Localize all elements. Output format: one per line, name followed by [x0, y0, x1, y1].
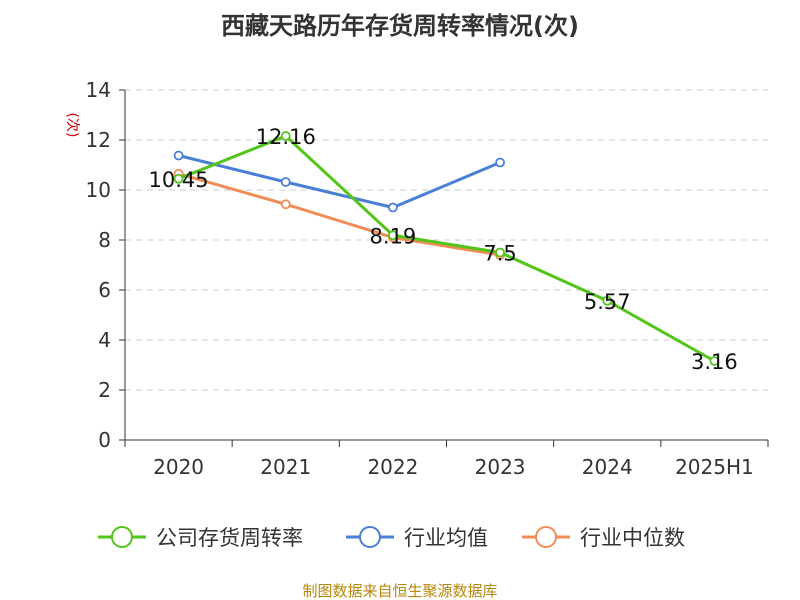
legend: 公司存货周转率 行业均值 行业中位数 [98, 526, 685, 550]
series-0 [173, 131, 720, 366]
data-point [280, 177, 291, 187]
data-point [709, 356, 720, 366]
data-point [280, 131, 291, 141]
data-point [173, 150, 184, 161]
x-tick-label: 2024 [582, 455, 633, 479]
legend-label: 行业均值 [404, 526, 488, 550]
data-label: 8.19 [370, 224, 417, 248]
series-1 [173, 150, 505, 213]
data-label: 7.5 [483, 242, 516, 266]
x-tick-label: 2022 [367, 455, 418, 479]
x-tick-label: 2020 [153, 455, 204, 479]
x-tick-label: 2021 [260, 455, 311, 479]
data-labels: 10.45 12.16 8.19 7.5 5.57 3.16 [149, 125, 738, 374]
y-tick-label: 12 [86, 128, 111, 152]
y-tick-label: 0 [98, 428, 111, 452]
y-tick-label: 14 [86, 78, 111, 102]
data-label: 3.16 [691, 350, 738, 374]
source-note: 制图数据来自恒生聚源数据库 [302, 582, 497, 600]
series-line [178, 172, 501, 257]
legend-label: 公司存货周转率 [156, 526, 303, 550]
y-tick-label: 2 [98, 378, 111, 402]
y-tick-label: 6 [98, 278, 111, 302]
series-line [178, 134, 716, 363]
data-label: 12.16 [256, 125, 316, 149]
axes: 0 2 4 6 8 10 12 14 2020 2021 2022 2023 2024 2025H1 [86, 78, 769, 479]
data-point [388, 202, 398, 213]
legend-item-2: 行业中位数 [522, 526, 685, 550]
legend-marker [359, 526, 381, 548]
legend-item-1: 行业均值 [346, 526, 488, 550]
data-label: 10.45 [149, 168, 209, 192]
data-point [495, 247, 505, 258]
legend-label: 行业中位数 [580, 526, 685, 550]
x-tick-label: 2025H1 [675, 455, 754, 479]
data-label: 5.57 [584, 290, 631, 314]
y-tick-label: 4 [98, 328, 111, 352]
legend-item-0: 公司存货周转率 [98, 526, 303, 550]
y-tick-label: 10 [86, 178, 111, 202]
data-point [388, 230, 398, 241]
legend-marker [535, 526, 557, 548]
grid-lines [125, 89, 768, 391]
y-axis-unit: (次) [64, 113, 80, 138]
series-layer [173, 131, 720, 366]
y-tick-label: 8 [98, 228, 111, 252]
legend-marker [111, 526, 133, 548]
chart-title: 西藏天路历年存货周转率情况(次) [221, 12, 579, 40]
series-line [178, 154, 501, 209]
data-point [495, 157, 505, 168]
data-point [602, 295, 613, 306]
data-point [280, 199, 291, 210]
data-point [173, 173, 184, 184]
x-tick-label: 2023 [475, 455, 526, 479]
